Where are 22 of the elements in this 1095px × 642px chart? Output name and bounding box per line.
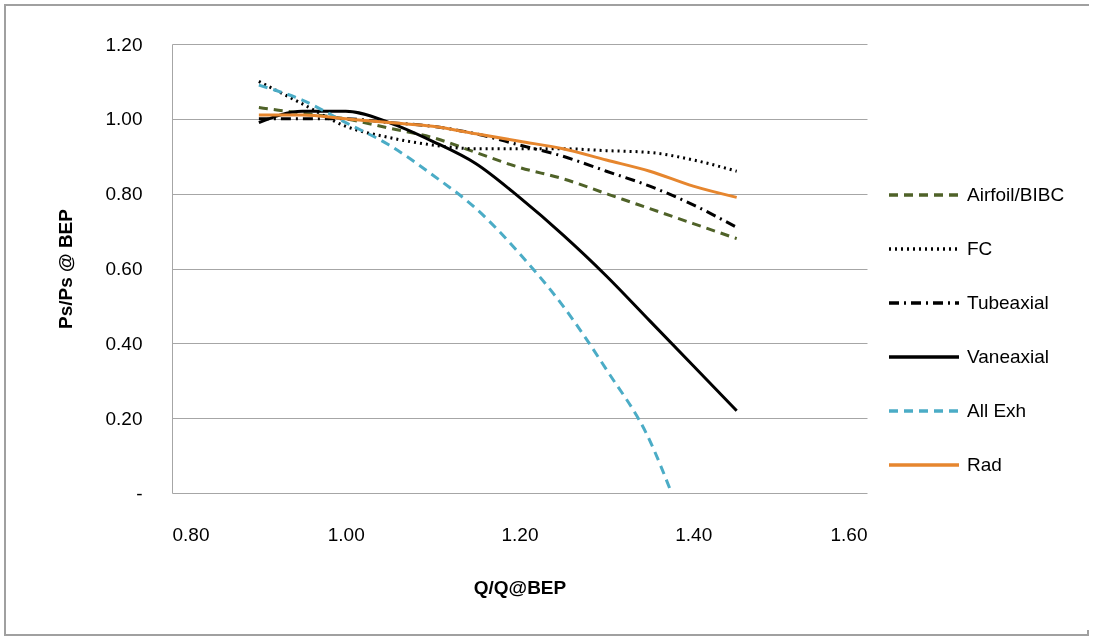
- y-tick-label: 0.20: [105, 407, 143, 429]
- x-tick-label: 0.80: [172, 523, 210, 545]
- y-tick-label: 1.00: [105, 108, 143, 130]
- x-tick-label: 1.20: [501, 523, 539, 545]
- y-axis-title: Ps/Ps @ BEP: [54, 208, 76, 329]
- legend-label: All Exh: [967, 400, 1027, 421]
- legend-label: FC: [967, 238, 993, 259]
- x-tick-label: 1.40: [675, 523, 713, 545]
- x-tick-label: 1.00: [327, 523, 365, 545]
- y-tick-label: 0.40: [105, 332, 143, 354]
- legend-label: Rad: [967, 454, 1002, 475]
- legend-label: Vaneaxial: [967, 346, 1050, 367]
- line-series: [257, 106, 739, 241]
- y-tick-label: 0.80: [105, 183, 143, 205]
- legend-label: Tubeaxial: [967, 292, 1049, 313]
- y-tick-label: 1.20: [105, 33, 143, 55]
- y-tick-label: -: [136, 482, 143, 504]
- legend-label: Airfoil/BIBC: [967, 184, 1065, 205]
- line-series: [257, 113, 739, 199]
- y-tick-label: 0.60: [105, 258, 143, 279]
- x-axis-title: Q/Q@BEP: [473, 576, 567, 598]
- x-tick-label: 1.60: [830, 523, 868, 545]
